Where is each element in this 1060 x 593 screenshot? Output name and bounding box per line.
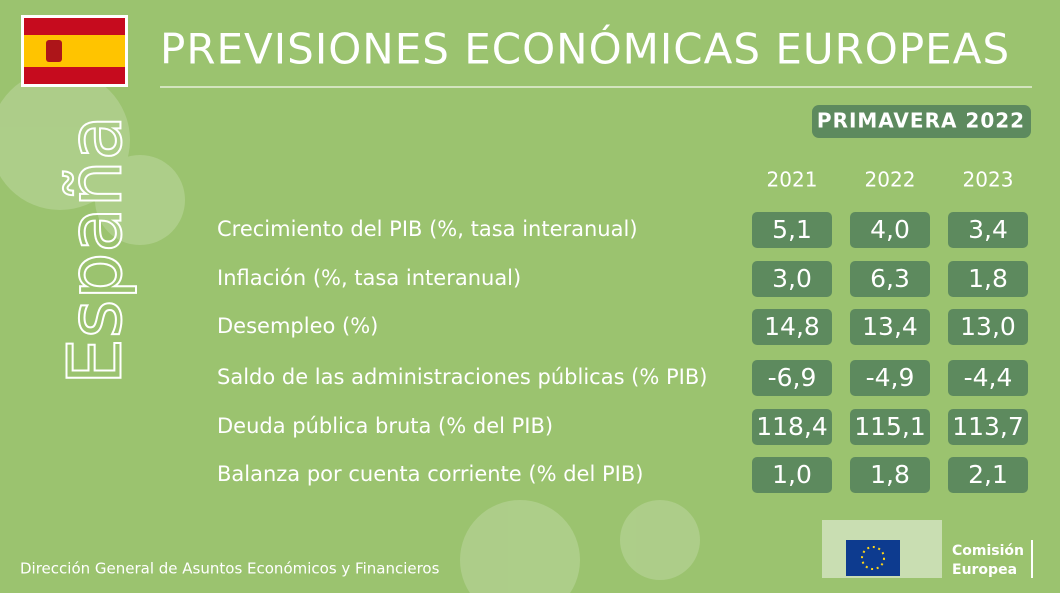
row-label: Inflación (%, tasa interanual) (217, 266, 521, 290)
footer-text: Dirección General de Asuntos Económicos … (20, 560, 440, 578)
value-cell (948, 409, 1028, 445)
value-cell (948, 360, 1028, 396)
value: -4,4 (964, 363, 1013, 392)
flag (21, 15, 128, 87)
value-cell (752, 360, 832, 396)
row-label: Deuda pública bruta (% del PIB) (217, 414, 553, 438)
value: 3,0 (772, 264, 812, 293)
column-header: 2021 (767, 168, 818, 192)
value: 115,1 (854, 412, 926, 441)
row-label: Crecimiento del PIB (%, tasa interanual) (217, 217, 638, 241)
value-cell (850, 212, 930, 248)
season: PRIMAVERA 2022 (817, 109, 1025, 133)
value-cell (948, 309, 1028, 345)
season-badge (812, 105, 1031, 138)
value: 1,8 (870, 460, 910, 489)
value: 113,7 (952, 412, 1024, 441)
value: 4,0 (870, 215, 910, 244)
value-cell (752, 212, 832, 248)
logo-line: Comisión (952, 543, 1024, 559)
column-header: 2023 (963, 168, 1014, 192)
value-cell (752, 309, 832, 345)
country: España (53, 115, 139, 385)
value-cell (752, 261, 832, 297)
value: 6,3 (870, 264, 910, 293)
value: 5,1 (772, 215, 812, 244)
value-cell (850, 409, 930, 445)
value-cell (752, 457, 832, 493)
value: 118,4 (756, 412, 828, 441)
value-cell (948, 457, 1028, 493)
logo-line: Europea (952, 562, 1017, 578)
row-label: Balanza por cuenta corriente (% del PIB) (217, 462, 643, 486)
value: 1,0 (772, 460, 812, 489)
value-cell (850, 360, 930, 396)
value: 1,8 (968, 264, 1008, 293)
value: 2,1 (968, 460, 1008, 489)
value: 14,8 (764, 312, 820, 341)
value-cell (752, 409, 832, 445)
value-cell (948, 261, 1028, 297)
value-cell (850, 309, 930, 345)
title: PREVISIONES ECONÓMICAS EUROPEAS (160, 24, 1010, 74)
value: -4,9 (866, 363, 915, 392)
decoration (0, 70, 700, 593)
value: 13,0 (960, 312, 1016, 341)
ec-logo (822, 520, 1033, 578)
table: 2021 2022 2023 Crecimiento del PIB (%, tasa… (217, 168, 1028, 493)
value: 13,4 (862, 312, 918, 341)
value: -6,9 (768, 363, 817, 392)
value-cell (948, 212, 1028, 248)
value-cell (850, 261, 930, 297)
column-header: 2022 (865, 168, 916, 192)
row-label: Saldo de las administraciones públicas (… (217, 365, 707, 389)
row-label: Desempleo (%) (217, 314, 378, 338)
value-cell (850, 457, 930, 493)
value: 3,4 (968, 215, 1008, 244)
